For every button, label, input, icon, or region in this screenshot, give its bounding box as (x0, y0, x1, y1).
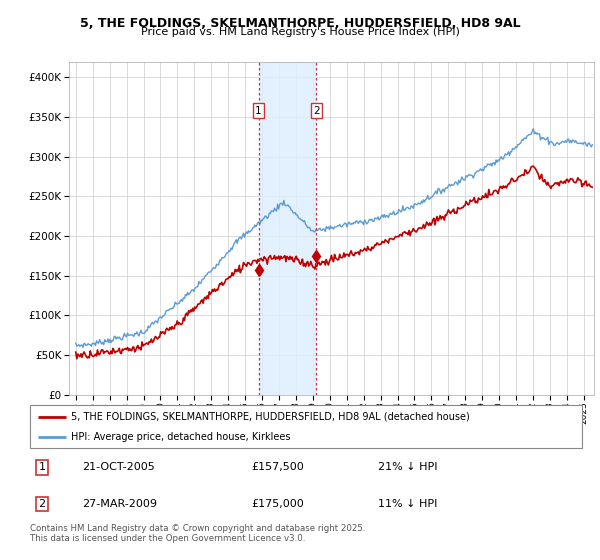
Text: Price paid vs. HM Land Registry's House Price Index (HPI): Price paid vs. HM Land Registry's House … (140, 27, 460, 37)
Text: 21-OCT-2005: 21-OCT-2005 (82, 463, 155, 472)
Text: 5, THE FOLDINGS, SKELMANTHORPE, HUDDERSFIELD, HD8 9AL: 5, THE FOLDINGS, SKELMANTHORPE, HUDDERSF… (80, 17, 520, 30)
Bar (259, 62, 316, 395)
Text: 11% ↓ HPI: 11% ↓ HPI (378, 499, 437, 509)
Text: 27-MAR-2009: 27-MAR-2009 (82, 499, 157, 509)
Text: 1: 1 (255, 106, 262, 116)
Text: 21% ↓ HPI: 21% ↓ HPI (378, 463, 437, 472)
Text: HPI: Average price, detached house, Kirklees: HPI: Average price, detached house, Kirk… (71, 432, 291, 441)
Text: £175,000: £175,000 (251, 499, 304, 509)
Text: 2: 2 (38, 499, 46, 509)
Text: 1: 1 (38, 463, 46, 472)
FancyBboxPatch shape (30, 405, 582, 448)
Text: £157,500: £157,500 (251, 463, 304, 472)
Text: 5, THE FOLDINGS, SKELMANTHORPE, HUDDERSFIELD, HD8 9AL (detached house): 5, THE FOLDINGS, SKELMANTHORPE, HUDDERSF… (71, 412, 470, 422)
Text: 2: 2 (313, 106, 320, 116)
Text: Contains HM Land Registry data © Crown copyright and database right 2025.
This d: Contains HM Land Registry data © Crown c… (30, 524, 365, 543)
